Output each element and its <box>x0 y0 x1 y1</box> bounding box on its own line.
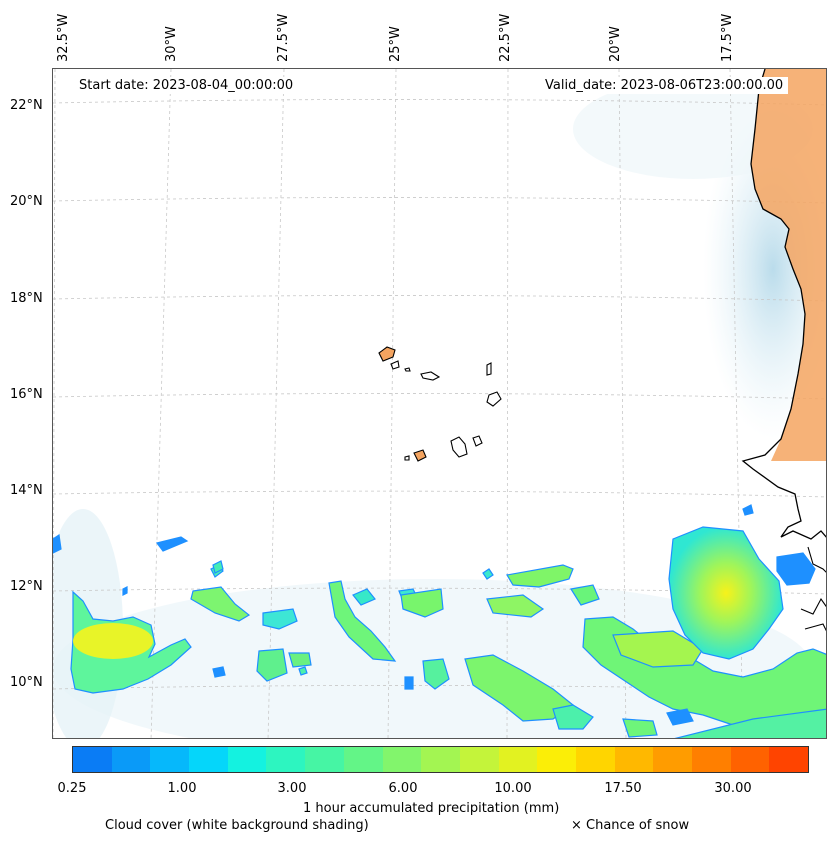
lat-tick-16n: 16°N <box>10 387 43 402</box>
colorbar-swatch-17 <box>730 747 770 772</box>
colorbar-swatch-18 <box>769 747 809 772</box>
snow-legend: × Chance of snow <box>571 818 690 833</box>
colorbar-swatch-16 <box>692 747 731 772</box>
lon-tick-20w: 20°W <box>608 26 623 62</box>
lat-tick-18n: 18°N <box>10 291 43 306</box>
lon-tick-25w: 25°W <box>388 26 403 62</box>
colorbar-swatch-6 <box>305 747 344 772</box>
colorbar-tick-0-25: 0.25 <box>57 781 87 796</box>
colorbar-tick-6-00: 6.00 <box>388 781 418 796</box>
lon-tick-17-5w: 17.5°W <box>720 13 735 62</box>
colorbar-label: 1 hour accumulated precipitation (mm) <box>303 801 560 816</box>
map-canvas <box>53 69 826 738</box>
colorbar-swatch-12 <box>537 747 576 772</box>
colorbar-swatch-7 <box>343 747 383 772</box>
lat-tick-14n: 14°N <box>10 483 43 498</box>
precip-small-north <box>155 536 189 552</box>
colorbar-swatch-3 <box>189 747 228 772</box>
precipitation-colorbar <box>72 746 809 773</box>
lon-tick-27-5w: 27.5°W <box>276 13 291 62</box>
colorbar-swatch-15 <box>653 747 692 772</box>
colorbar-swatch-13 <box>575 747 615 772</box>
lat-tick-20n: 20°N <box>10 194 43 209</box>
colorbar-tick-1-00: 1.00 <box>167 781 197 796</box>
colorbar-tick-30-00: 30.00 <box>714 781 752 796</box>
colorbar-swatch-8 <box>382 747 422 772</box>
lon-tick-32-5w: 32.5°W <box>56 13 71 62</box>
colorbar-swatch-5 <box>266 747 306 772</box>
cloud-cover-legend: Cloud cover (white background shading) <box>105 818 369 833</box>
africa-land <box>751 69 826 461</box>
colorbar-swatch-2 <box>150 747 190 772</box>
colorbar-swatch-4 <box>227 747 267 772</box>
colorbar-swatch-9 <box>421 747 460 772</box>
africa-coastline <box>741 69 826 540</box>
colorbar-tick-10-00: 10.00 <box>494 781 532 796</box>
lon-tick-22-5w: 22.5°W <box>498 13 513 62</box>
precip-west-core <box>73 623 153 659</box>
precipitation-field <box>53 504 826 738</box>
start-date-label: Start date: 2023-08-04_00:00:00 <box>74 77 299 94</box>
colorbar-tick-17-50: 17.50 <box>604 781 642 796</box>
colorbar-swatch-1 <box>111 747 151 772</box>
colorbar-swatch-10 <box>459 747 499 772</box>
africa-coastline-south <box>800 546 826 632</box>
map-panel[interactable] <box>52 68 827 739</box>
valid-date-label: Valid_date: 2023-08-06T23:00:00.00 <box>540 77 789 94</box>
lon-tick-30w: 30°W <box>164 26 179 62</box>
lat-tick-12n: 12°N <box>10 579 43 594</box>
colorbar-tick-3-00: 3.00 <box>277 781 307 796</box>
cape-verde-islands <box>378 346 502 462</box>
lat-tick-10n: 10°N <box>10 675 43 690</box>
colorbar-swatch-0 <box>73 747 112 772</box>
lat-tick-22n: 22°N <box>10 98 43 113</box>
colorbar-swatch-11 <box>498 747 538 772</box>
colorbar-swatch-14 <box>614 747 654 772</box>
